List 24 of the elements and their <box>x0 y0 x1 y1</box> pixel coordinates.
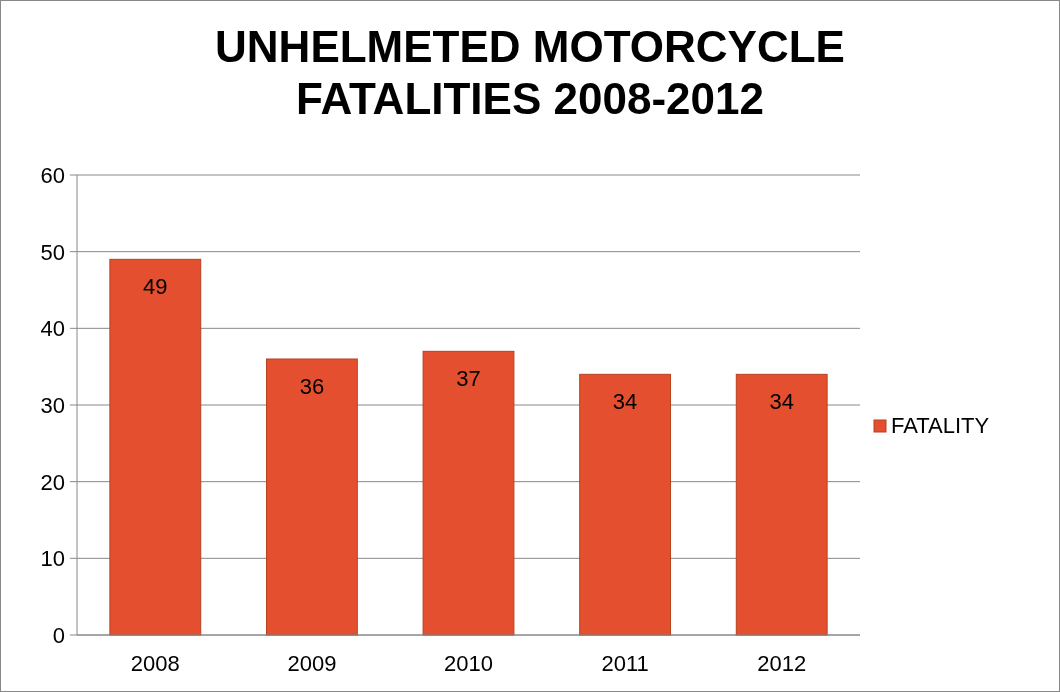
bar <box>422 350 515 636</box>
y-tick-label: 40 <box>40 316 65 342</box>
x-tick-label: 2009 <box>287 651 337 676</box>
data-label: 36 <box>299 374 325 399</box>
bar <box>265 358 358 636</box>
y-tick-label: 50 <box>40 239 65 265</box>
legend-label: FATALITY <box>891 413 990 438</box>
y-tick-label: 10 <box>40 546 65 572</box>
bar <box>579 373 672 636</box>
y-tick-label: 60 <box>40 163 65 188</box>
x-tick-label: 2012 <box>757 651 807 676</box>
bar <box>109 258 202 636</box>
x-tick-label: 2010 <box>444 651 493 676</box>
data-label: 34 <box>769 389 794 415</box>
data-label: 49 <box>143 274 168 300</box>
x-tick-label: 2011 <box>601 651 649 676</box>
chart-title: UNHELMETED MOTORCYCLE FATALITIES 2008-2012 <box>215 22 845 123</box>
data-label: 37 <box>456 366 481 392</box>
y-tick-label: 0 <box>52 623 65 648</box>
data-label: 34 <box>612 389 638 415</box>
y-tick-label: 20 <box>40 469 65 495</box>
y-tick-label: 30 <box>40 393 65 418</box>
bar <box>735 373 828 636</box>
x-tick-label: 2008 <box>130 651 180 676</box>
